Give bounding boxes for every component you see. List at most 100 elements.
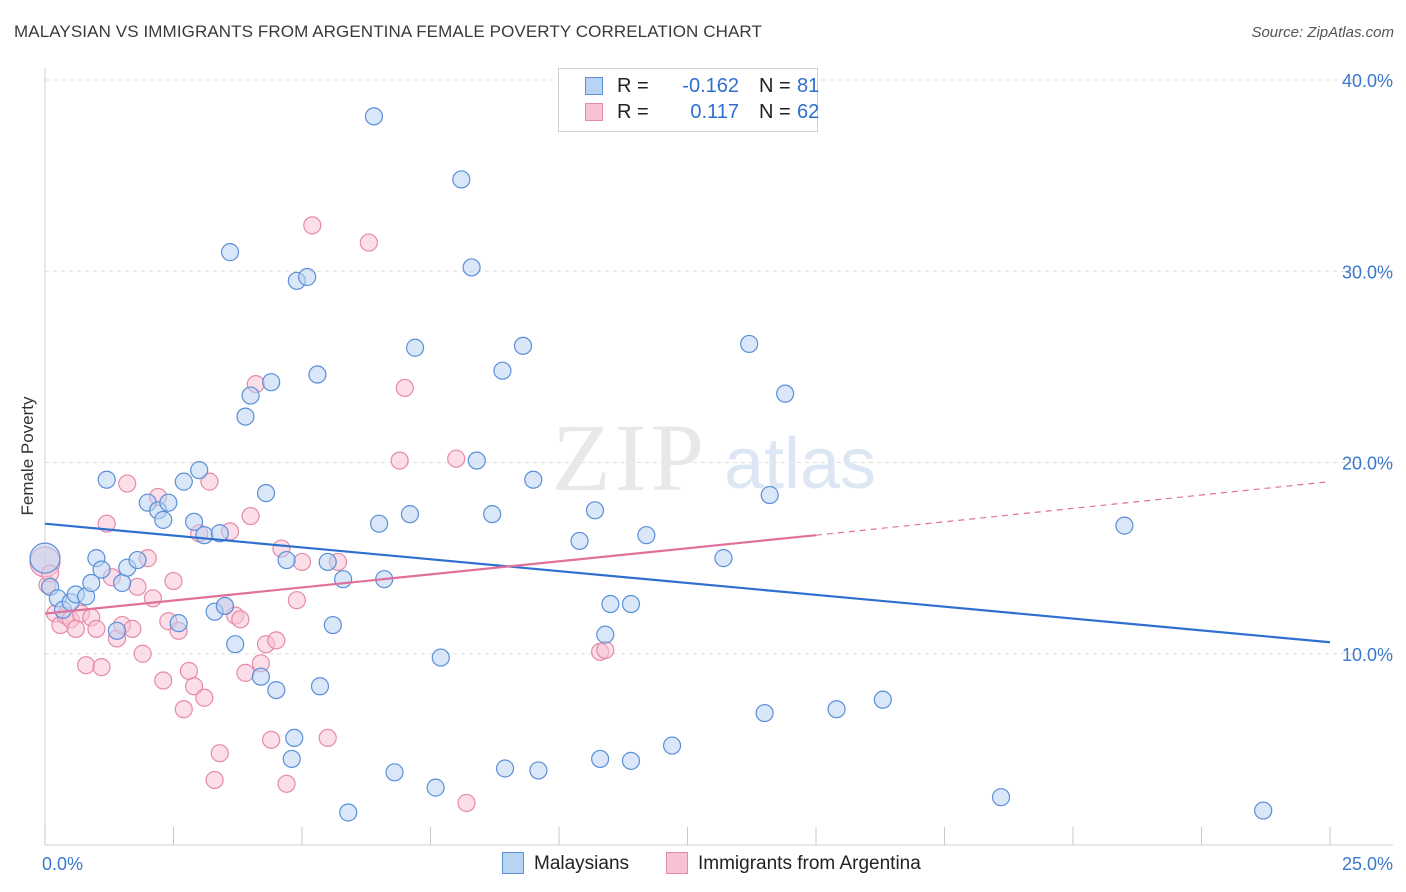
malaysian-point bbox=[285, 728, 304, 748]
malaysian-point bbox=[405, 338, 425, 357]
malaysian-point bbox=[513, 336, 533, 355]
r-value-argentina: 0.117 bbox=[690, 101, 739, 123]
malaysian-point bbox=[251, 667, 270, 686]
argentina-point bbox=[457, 793, 476, 813]
malaysian-point bbox=[97, 470, 116, 489]
malaysian-point bbox=[740, 334, 759, 354]
gridlines bbox=[45, 79, 1395, 655]
y-tick-label: 20.0% bbox=[1342, 454, 1393, 474]
argentina-point bbox=[205, 770, 224, 790]
r-label: R = bbox=[617, 75, 649, 97]
argentina-point bbox=[133, 644, 152, 663]
malaysian-point bbox=[827, 700, 846, 719]
malaysian-point bbox=[112, 573, 132, 593]
y-tick-label: 30.0% bbox=[1342, 262, 1393, 282]
malaysian-point bbox=[385, 763, 404, 782]
malaysian-point bbox=[662, 736, 682, 755]
n-value-argentina: 62 bbox=[797, 101, 820, 123]
argentina-point bbox=[174, 700, 193, 719]
malaysian-point bbox=[621, 751, 641, 770]
argentina-point bbox=[395, 378, 414, 398]
malaysian-point bbox=[570, 531, 589, 551]
y-tick-label: 10.0% bbox=[1342, 645, 1393, 665]
argentina-point bbox=[292, 552, 312, 572]
malaysian-point bbox=[431, 648, 450, 667]
malaysian-point bbox=[82, 573, 101, 593]
malaysian-point bbox=[637, 526, 656, 545]
malaysian-point bbox=[621, 594, 641, 614]
malaysian-point bbox=[483, 505, 502, 524]
malaysian-point bbox=[262, 373, 281, 392]
chart-title: MALAYSIAN VS IMMIGRANTS FROM ARGENTINA F… bbox=[14, 22, 762, 41]
trend-lines bbox=[44, 481, 1331, 644]
malaysian-point bbox=[339, 803, 358, 822]
argentina-point bbox=[359, 233, 378, 252]
argentina-point bbox=[318, 728, 337, 748]
malaysian-point bbox=[596, 625, 615, 644]
malaysian-point bbox=[277, 550, 296, 570]
r-label: R = bbox=[617, 101, 649, 123]
axes bbox=[44, 68, 1393, 846]
source-credit: Source: ZipAtlas.com bbox=[1251, 24, 1394, 41]
legend-label-argentina: Immigrants from Argentina bbox=[698, 853, 921, 874]
malaysian-point bbox=[529, 761, 548, 780]
malaysian-point bbox=[714, 549, 733, 568]
argentina-point bbox=[118, 474, 137, 493]
malaysian-point bbox=[467, 451, 486, 470]
argentina-point bbox=[231, 610, 250, 629]
r-value-malaysians: -0.162 bbox=[682, 75, 739, 97]
argentina-point bbox=[128, 577, 147, 596]
malaysian-point bbox=[323, 615, 342, 635]
x-tick-label: 0.0% bbox=[42, 854, 83, 874]
malaysian-point bbox=[159, 493, 178, 512]
malaysian-point bbox=[370, 514, 389, 533]
malaysian-point bbox=[591, 749, 610, 769]
malaysian-point bbox=[310, 677, 330, 696]
argentina-point bbox=[390, 451, 409, 470]
malaysian-point bbox=[92, 560, 111, 579]
malaysian-point bbox=[364, 107, 384, 126]
malaysian-point bbox=[776, 384, 795, 403]
argentina-point bbox=[287, 591, 306, 610]
malaysian-point bbox=[128, 550, 147, 570]
argentina-point bbox=[236, 663, 255, 682]
malaysian-point bbox=[755, 703, 774, 723]
malaysian-point bbox=[210, 524, 229, 543]
malaysian-point bbox=[29, 542, 61, 574]
correlation-stats-box: R = -0.162 N = 81 R = 0.117 N = 62 bbox=[558, 68, 820, 132]
argentina-point bbox=[596, 640, 615, 660]
legend-swatch-pink bbox=[666, 852, 688, 874]
stats-swatch-pink bbox=[585, 103, 603, 121]
malaysian-trend-line bbox=[44, 522, 1331, 644]
malaysian-point bbox=[760, 485, 779, 505]
n-label: N = bbox=[759, 75, 791, 97]
argentina-point bbox=[87, 619, 106, 638]
zipatlas-watermark: ZIP atlas bbox=[552, 404, 876, 511]
malaysian-point bbox=[873, 690, 892, 709]
malaysian-point bbox=[174, 472, 193, 491]
malaysian-point bbox=[195, 526, 214, 545]
watermark-zip: ZIP bbox=[552, 404, 708, 511]
malaysian-point bbox=[256, 484, 276, 503]
argentina-points bbox=[29, 216, 615, 813]
legend-label-malaysians: Malaysians bbox=[534, 853, 630, 874]
malaysian-point bbox=[169, 614, 188, 633]
malaysian-point bbox=[308, 365, 327, 384]
malaysian-point bbox=[426, 778, 445, 797]
stats-swatch-blue bbox=[585, 77, 603, 95]
argentina-point bbox=[123, 619, 142, 638]
malaysian-point bbox=[585, 501, 605, 520]
argentina-point bbox=[184, 677, 204, 696]
malaysian-point bbox=[524, 470, 543, 489]
malaysian-point bbox=[462, 258, 481, 277]
malaysian-point bbox=[220, 243, 240, 262]
argentina-trend-line bbox=[44, 534, 817, 615]
n-value-malaysians: 81 bbox=[797, 75, 820, 97]
malaysian-point bbox=[236, 407, 255, 426]
malaysian-point bbox=[400, 505, 420, 524]
argentina-point bbox=[164, 571, 183, 591]
malaysian-point bbox=[267, 680, 286, 700]
malaysian-point bbox=[241, 386, 260, 405]
argentina-point bbox=[200, 472, 219, 491]
